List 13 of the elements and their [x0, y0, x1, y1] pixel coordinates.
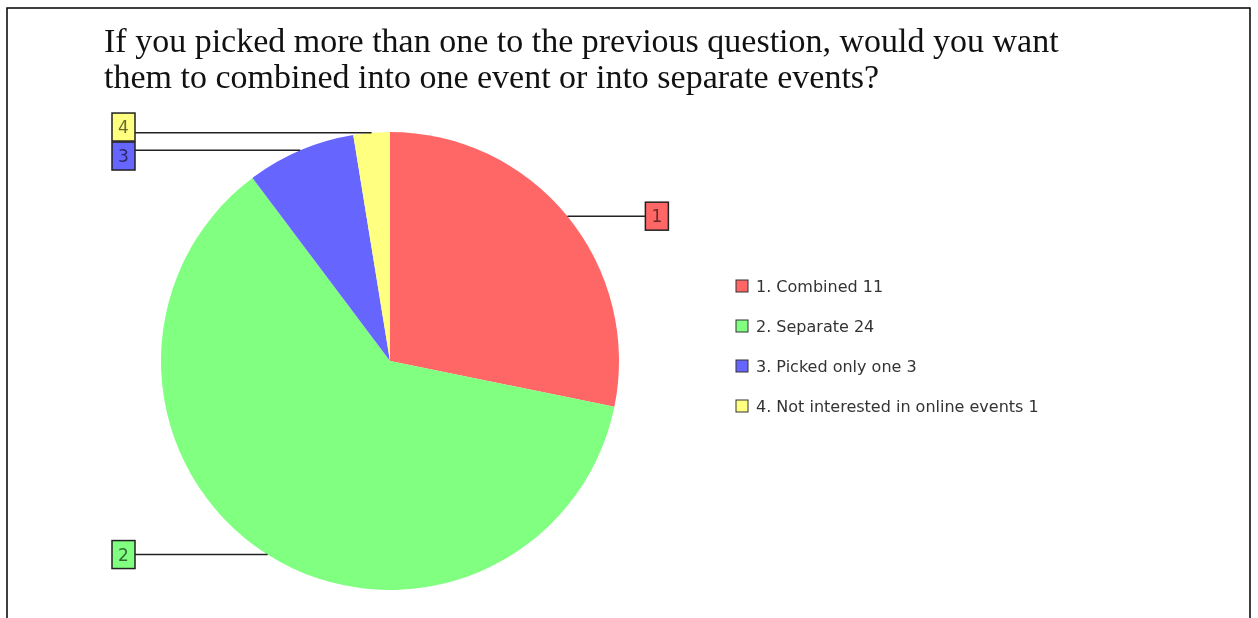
legend-label: 3. Picked only one 3 — [756, 357, 917, 376]
text: 1 — [651, 206, 663, 227]
pie-slice — [161, 177, 615, 590]
pie-slice — [252, 134, 390, 361]
text: 2 — [118, 544, 129, 565]
chart-title: If you picked more than one to the previous question, would you want them to combined into one event or into separate events? — [104, 22, 1060, 95]
text: 3 — [118, 146, 129, 167]
pie-slice — [353, 132, 390, 361]
legend-label: 2. Separate 24 — [756, 317, 875, 336]
legend-label: 4. Not interested in online events 1 — [756, 397, 1039, 416]
pie-slice — [390, 132, 619, 407]
legend-label: 1. Combined 11 — [756, 277, 884, 296]
text: 4 — [118, 117, 129, 138]
